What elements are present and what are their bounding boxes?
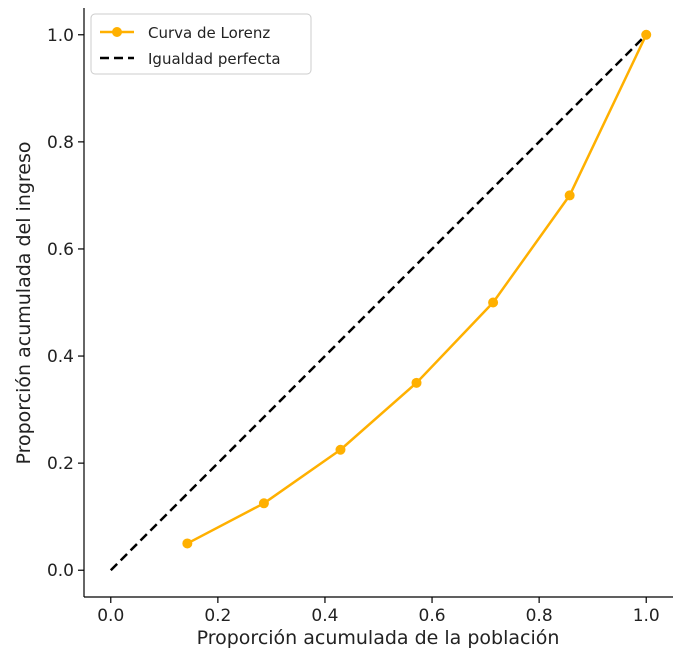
lorenz-point	[488, 297, 499, 308]
equality-line	[109, 33, 648, 572]
y-tick-label: 1.0	[47, 26, 74, 46]
legend-label-equality: Igualdad perfecta	[148, 50, 281, 68]
lorenz-point	[411, 377, 422, 388]
plot-area	[83, 8, 673, 598]
ticks-layer: 0.0 0.2 0.4 0.6 0.8 1.0 0.0 0.2 0.4 0.6 0.8 1.0	[47, 26, 660, 626]
lorenz-point	[564, 190, 575, 201]
y-tick-label: 0.2	[47, 454, 74, 474]
lorenz-curve-line	[186, 34, 648, 545]
y-tick-label: 0.8	[47, 133, 74, 153]
x-axis-title: Proporción acumulada de la población	[197, 627, 560, 649]
y-tick-label: 0.4	[47, 347, 74, 367]
legend-marker-lorenz	[112, 27, 122, 37]
legend-box	[90, 13, 312, 75]
series-layer	[109, 29, 652, 572]
x-tick-label: 0.2	[204, 606, 231, 626]
lorenz-point	[182, 538, 193, 549]
x-tick-label: 0.6	[419, 606, 446, 626]
y-tick-label: 0.6	[47, 240, 74, 260]
y-tick-label: 0.0	[47, 561, 74, 581]
lorenz-point	[258, 498, 269, 509]
lorenz-point	[335, 444, 346, 455]
x-tick-label: 0.4	[311, 606, 338, 626]
x-tick-label: 1.0	[633, 606, 660, 626]
legend-label-lorenz: Curva de Lorenz	[148, 24, 270, 42]
x-tick-label: 0.0	[97, 606, 124, 626]
lorenz-point	[641, 29, 652, 40]
x-tick-label: 0.8	[526, 606, 553, 626]
y-axis-title: Proporción acumulada del ingreso	[13, 141, 35, 464]
legend: Curva de Lorenz Igualdad perfecta	[90, 13, 312, 75]
